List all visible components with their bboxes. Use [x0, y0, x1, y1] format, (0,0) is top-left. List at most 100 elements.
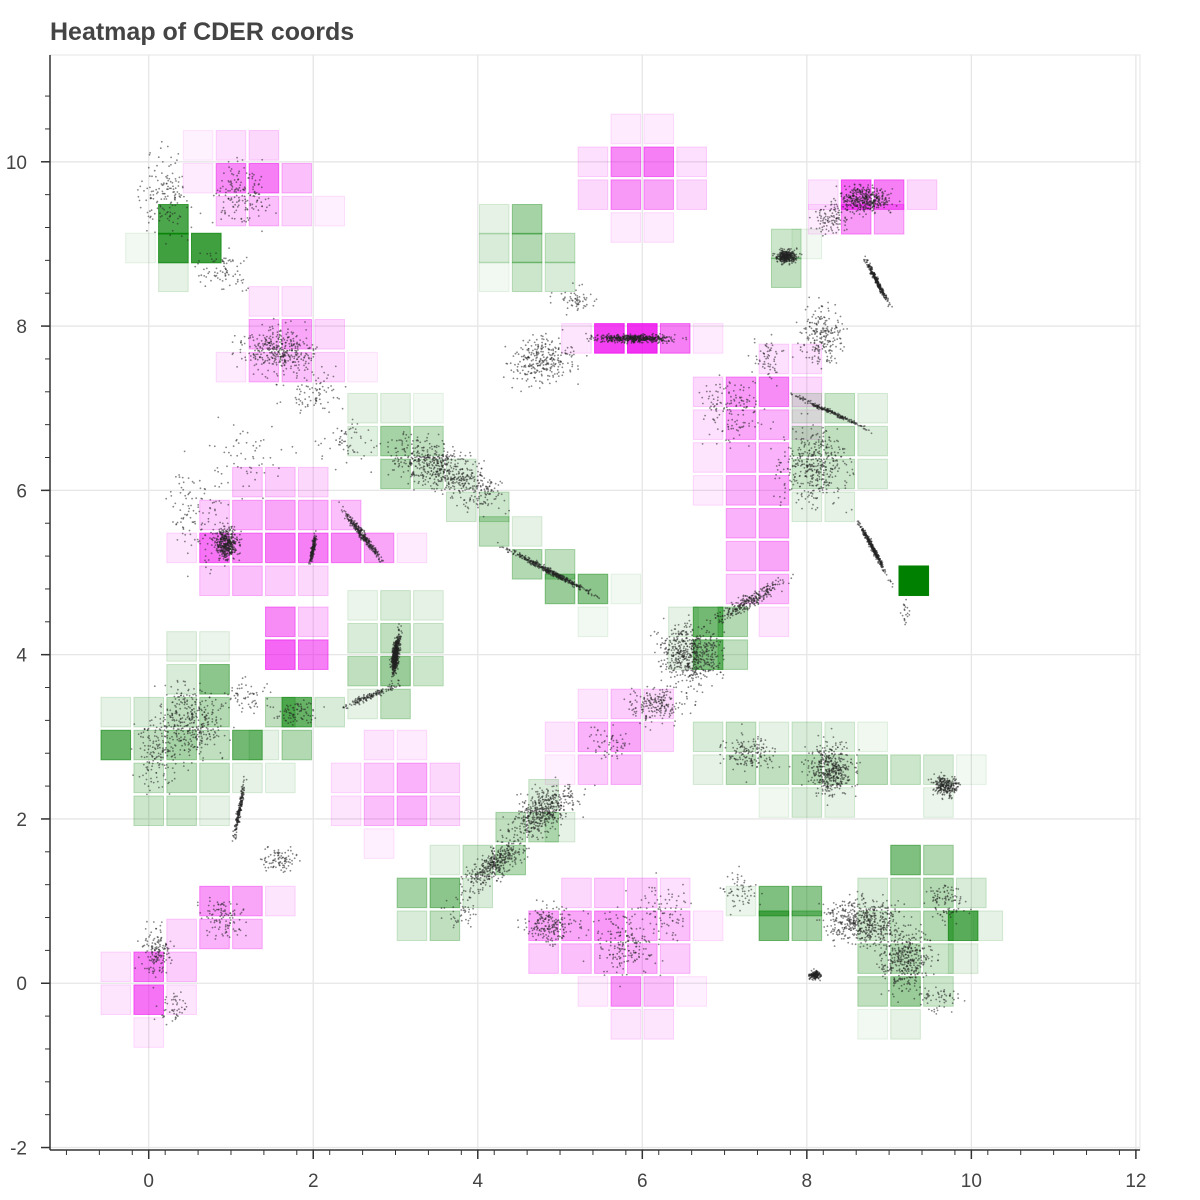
data-point: [290, 345, 293, 347]
data-point: [161, 161, 164, 163]
data-point: [422, 475, 425, 477]
data-point: [257, 349, 259, 352]
data-point: [298, 403, 301, 406]
data-point: [478, 492, 481, 494]
data-point: [298, 364, 300, 366]
data-point: [183, 697, 186, 700]
data-point: [201, 690, 203, 693]
data-point: [316, 538, 318, 541]
data-point: [176, 702, 178, 705]
data-point: [347, 446, 350, 449]
data-point: [234, 537, 237, 540]
data-point: [423, 446, 425, 449]
data-point: [174, 744, 177, 747]
data-point: [164, 778, 167, 781]
data-point: [168, 177, 171, 180]
data-point: [276, 347, 278, 349]
magenta-cell: [265, 466, 296, 498]
data-point: [230, 198, 233, 201]
data-point: [189, 727, 191, 730]
data-point: [295, 372, 298, 375]
green-cell: [956, 877, 987, 909]
data-point: [315, 379, 317, 382]
green-cell: [380, 590, 411, 621]
data-point: [268, 204, 271, 207]
data-point: [358, 534, 361, 537]
data-point: [290, 349, 293, 352]
data-point: [469, 469, 471, 471]
data-point: [488, 485, 491, 488]
data-point: [236, 270, 239, 273]
data-point: [302, 341, 305, 343]
data-point: [312, 349, 315, 351]
data-point: [422, 477, 424, 480]
data-point: [472, 487, 474, 489]
data-point: [300, 358, 303, 361]
data-point: [227, 539, 230, 541]
data-point: [331, 389, 333, 392]
data-point: [403, 447, 406, 450]
data-point: [289, 358, 292, 361]
data-point: [395, 656, 398, 659]
data-point: [247, 177, 250, 179]
data-point: [298, 393, 301, 396]
data-point: [143, 190, 145, 192]
data-point: [352, 449, 354, 451]
data-point: [279, 361, 282, 363]
data-point: [471, 485, 474, 487]
data-point: [497, 484, 500, 486]
data-point: [433, 456, 435, 459]
data-point: [166, 195, 169, 198]
data-point: [376, 553, 379, 555]
data-point: [193, 538, 196, 541]
data-point: [146, 761, 149, 763]
data-point: [440, 489, 443, 492]
data-point: [231, 525, 234, 528]
data-point: [314, 717, 317, 719]
data-point: [242, 783, 245, 786]
data-point: [327, 401, 329, 404]
data-point: [271, 425, 273, 428]
data-point: [462, 482, 464, 485]
data-point: [412, 470, 415, 473]
magenta-cell: [528, 943, 559, 974]
data-point: [171, 747, 174, 750]
data-point: [224, 553, 227, 556]
data-point: [162, 739, 164, 742]
data-point: [187, 750, 190, 753]
data-point: [397, 450, 399, 453]
data-point: [159, 216, 162, 218]
data-point: [219, 542, 221, 545]
data-point: [228, 181, 231, 183]
data-point: [450, 459, 453, 461]
data-point: [233, 334, 236, 337]
data-point: [147, 745, 150, 747]
data-point: [236, 265, 239, 268]
data-point: [186, 575, 189, 578]
data-point: [166, 754, 169, 757]
data-point: [305, 360, 307, 363]
data-point: [320, 442, 322, 445]
data-point: [351, 517, 354, 519]
data-point: [176, 202, 179, 204]
data-point: [177, 732, 180, 735]
data-point: [253, 182, 256, 185]
data-point: [191, 709, 194, 711]
data-point: [198, 479, 201, 482]
data-point: [173, 212, 176, 214]
data-point: [296, 713, 299, 715]
data-point: [150, 768, 153, 771]
magenta-cell: [396, 729, 428, 761]
data-point: [377, 689, 380, 692]
data-point: [188, 529, 191, 532]
data-point: [212, 260, 215, 263]
data-point: [214, 544, 217, 546]
data-point: [245, 172, 248, 175]
data-point: [387, 689, 390, 692]
data-point: [179, 724, 182, 727]
data-point: [195, 698, 198, 701]
data-point: [192, 726, 195, 729]
data-point: [454, 463, 456, 466]
data-point: [313, 532, 316, 535]
